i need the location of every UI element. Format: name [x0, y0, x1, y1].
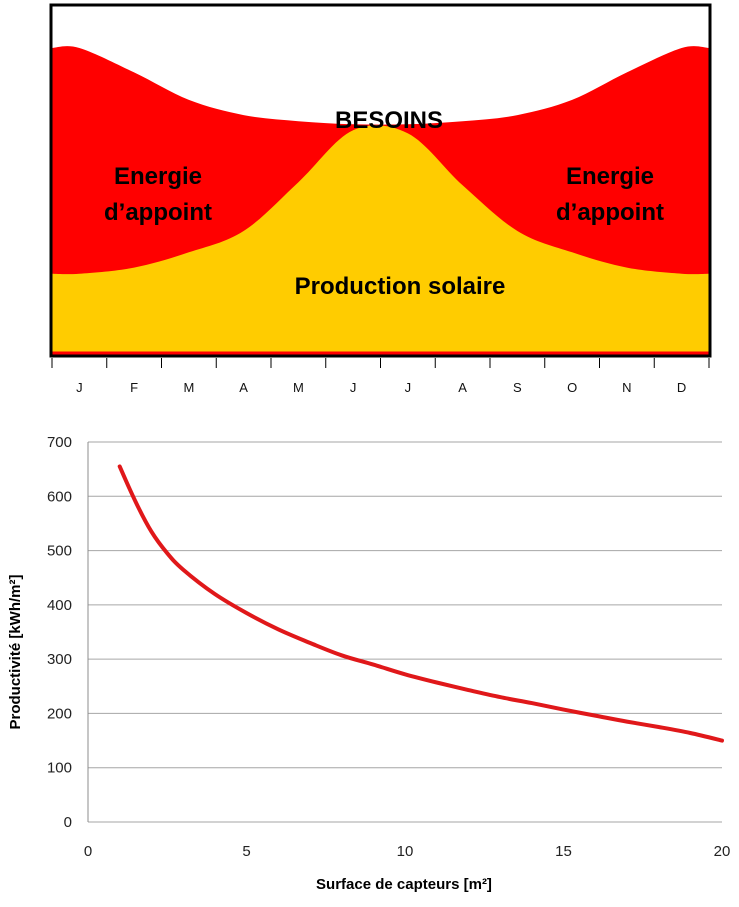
month-label: J — [76, 380, 83, 395]
x-axis-label: Surface de capteurs [m²] — [316, 876, 492, 893]
besoins-label: BESOINS — [335, 107, 443, 134]
y-tick-label: 600 — [47, 488, 72, 505]
y-tick-label: 200 — [47, 705, 72, 722]
x-tick-label: 0 — [84, 843, 92, 860]
production-solaire-area — [52, 125, 709, 353]
y-tick-label: 400 — [47, 597, 72, 614]
month-label: F — [130, 380, 138, 395]
month-label: A — [458, 380, 467, 395]
x-tick-label: 10 — [397, 843, 414, 860]
series-layer — [117, 464, 724, 743]
seasonal-energy-chart: BESOINS Energie d’appoint Energie d’appo… — [49, 3, 712, 395]
gridlines — [87, 441, 722, 823]
appoint-right-label-line2: d’appoint — [556, 199, 664, 226]
month-label: A — [239, 380, 248, 395]
y-tick-label: 700 — [47, 434, 72, 451]
y-axis-ticks: 0 100 200 300 400 500 600 700 — [47, 434, 72, 831]
appoint-left-label-line2: d’appoint — [104, 199, 212, 226]
month-label: D — [677, 380, 686, 395]
month-label: N — [622, 380, 631, 395]
chart-frame — [49, 3, 712, 358]
production-solaire-label: Production solaire — [295, 273, 506, 300]
month-label: J — [350, 380, 357, 395]
productivity-chart: 0 100 200 300 400 500 600 700 0 5 10 15 20 Surface … — [7, 434, 731, 893]
appoint-right-label-line1: Energie — [566, 163, 654, 190]
month-label: J — [405, 380, 412, 395]
y-tick-label: 300 — [47, 651, 72, 668]
x-tick-label: 15 — [555, 843, 572, 860]
x-tick-label: 5 — [242, 843, 250, 860]
month-label: O — [567, 380, 577, 395]
x-axis-ticks: 0 5 10 15 20 — [84, 843, 731, 860]
month-label: M — [293, 380, 304, 395]
appoint-left-label-line1: Energie — [114, 163, 202, 190]
y-tick-label: 0 — [64, 814, 72, 831]
y-tick-label: 500 — [47, 543, 72, 560]
y-tick-label: 100 — [47, 760, 72, 777]
productivity-curve — [117, 464, 724, 743]
area-layers — [52, 46, 709, 355]
x-tick-label: 20 — [714, 843, 731, 860]
month-label: M — [183, 380, 194, 395]
month-label: S — [513, 380, 522, 395]
y-axis-label: Productivité [kWh/m²] — [7, 574, 24, 729]
